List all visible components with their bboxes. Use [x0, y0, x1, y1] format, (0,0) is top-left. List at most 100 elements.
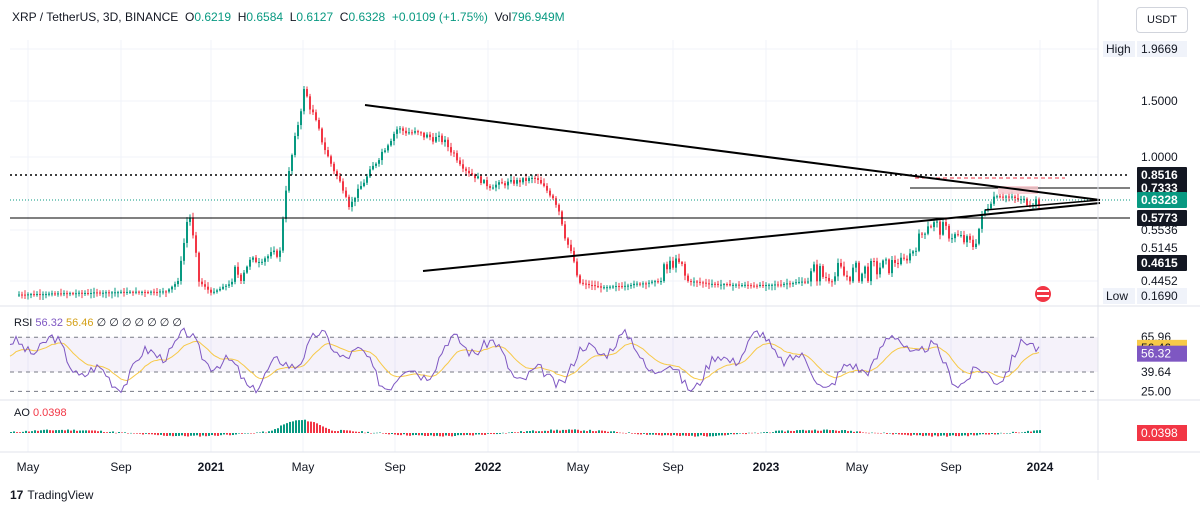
candle-body [552, 195, 554, 199]
candle-body [840, 262, 842, 267]
ao-bar [91, 430, 93, 433]
candle-body [801, 281, 803, 283]
x-tick-label: Sep [940, 460, 962, 474]
candle-body [171, 286, 173, 290]
candle-body [111, 292, 113, 294]
ao-bar [586, 431, 588, 433]
ao-bar [127, 433, 129, 434]
rsi-axis-label: 56.32 [1141, 347, 1171, 361]
rsi-legend: RSI 56.32 56.46 ∅ ∅ ∅ ∅ ∅ ∅ ∅ [14, 317, 183, 329]
currency-button[interactable]: USDT [1136, 7, 1188, 33]
ao-bar [112, 431, 114, 433]
candle-body [102, 292, 104, 294]
ao-bar [61, 429, 63, 433]
ao-bar [592, 431, 594, 433]
ao-bar [118, 432, 120, 433]
candle-body [264, 258, 266, 262]
ao-bar [877, 432, 879, 434]
ao-bar [910, 433, 912, 436]
candle-body [285, 190, 287, 219]
candle-body [516, 179, 518, 184]
candle-body [702, 282, 704, 284]
candle-body [759, 284, 761, 286]
ao-bar [271, 430, 273, 433]
candle-body [78, 292, 80, 294]
candle-body [129, 291, 131, 293]
ao-bar [343, 430, 345, 433]
ao-bar [226, 433, 228, 435]
candle-body [219, 288, 221, 291]
price-label-bg [1137, 41, 1187, 57]
ao-bar [685, 433, 687, 436]
candle-body [540, 179, 542, 184]
candle-body [378, 160, 380, 164]
candle-body [114, 292, 116, 294]
ao-bar [748, 432, 750, 434]
ao-bar [490, 433, 492, 434]
ao-bar [658, 433, 660, 436]
x-tick-label: May [292, 460, 315, 474]
ao-bar [595, 431, 597, 433]
x-tick-label: 2024 [1027, 460, 1054, 474]
candle-body [243, 272, 245, 282]
candle-body [972, 239, 974, 248]
candle-body [39, 294, 41, 296]
ao-bar [259, 432, 261, 433]
high-value: 0.6584 [246, 10, 284, 24]
ao-bar [667, 433, 669, 436]
ao-bar [169, 433, 171, 436]
ao-bar [136, 433, 138, 434]
ao-bar [508, 432, 510, 434]
ao-bar [793, 431, 795, 433]
candle-body [276, 250, 278, 257]
candle-body [375, 163, 377, 166]
candle-body [300, 111, 302, 126]
candle-body [924, 233, 926, 235]
ao-bar [94, 430, 96, 433]
ao-bar [775, 430, 777, 433]
candle-body [357, 188, 359, 198]
candle-body [594, 285, 596, 287]
ao-bar [268, 431, 270, 433]
ao-bar [784, 431, 786, 433]
ao-bar [292, 421, 294, 433]
candle-body [789, 283, 791, 285]
candle-body [420, 132, 422, 134]
ao-bar [160, 433, 162, 435]
candle-body [474, 174, 476, 179]
candle-body [933, 222, 935, 228]
ao-bar [937, 433, 939, 437]
candle-body [915, 250, 917, 252]
ao-bar [301, 420, 303, 433]
ao-bar [664, 433, 666, 436]
ao-bar [481, 433, 483, 435]
ao-bar [736, 433, 738, 435]
candle-body [606, 287, 608, 289]
ao-bar [529, 431, 531, 433]
candle-body [453, 152, 455, 154]
ao-bar [799, 430, 801, 433]
candle-body [651, 281, 653, 283]
ao-bar [721, 433, 723, 436]
ao-bar [805, 430, 807, 433]
candle-body [699, 281, 701, 283]
candle-body [210, 289, 212, 293]
tradingview-brand[interactable]: 17 TradingView [10, 488, 93, 502]
ao-bar [988, 433, 990, 435]
ao-bar [22, 431, 24, 433]
candle-body [459, 160, 461, 165]
price-label: 0.4452 [1141, 274, 1178, 288]
ao-bar [49, 430, 51, 433]
ao-bar [1030, 431, 1032, 433]
candle-body [141, 291, 143, 293]
ao-bar [688, 433, 690, 436]
candle-body [966, 236, 968, 243]
candle-body [150, 291, 152, 293]
ao-bar [421, 433, 423, 436]
ao-bar [76, 430, 78, 433]
candle-body [42, 294, 44, 296]
candle-body [825, 276, 827, 278]
candle-body [732, 284, 734, 286]
candle-body [663, 264, 665, 282]
